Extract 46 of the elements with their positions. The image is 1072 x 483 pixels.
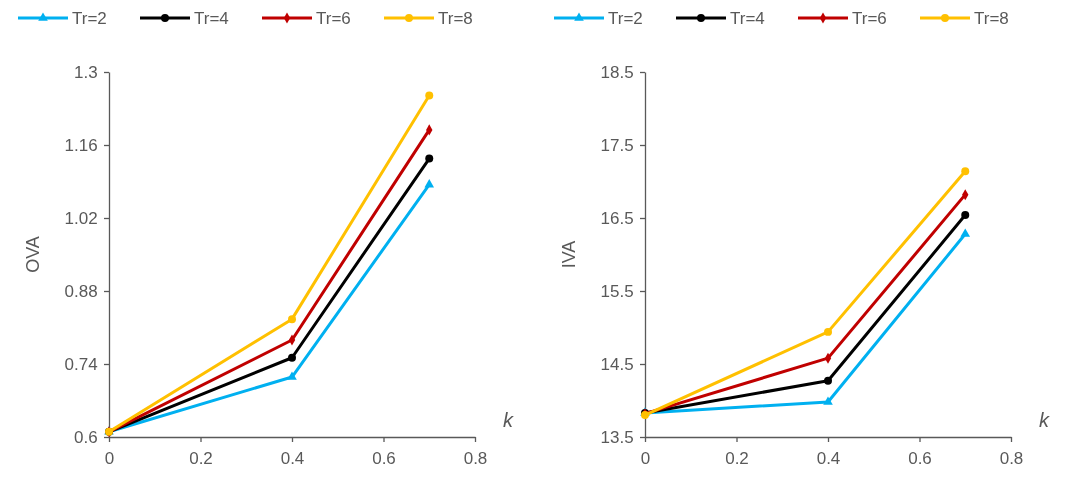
legend-label: Tr=8 <box>438 9 473 28</box>
legend-label: Tr=4 <box>194 9 229 28</box>
point <box>824 376 832 385</box>
point <box>288 315 296 324</box>
point <box>823 396 833 405</box>
x-tick-label: 0.8 <box>999 448 1024 468</box>
x-axis-title: k <box>503 409 514 431</box>
x-tick-label: 0.6 <box>372 448 396 468</box>
x-tick-label: 0.2 <box>725 448 749 468</box>
x-tick-label: 0.8 <box>463 448 488 468</box>
point <box>961 211 970 220</box>
y-axis-title: OVA <box>23 236 43 273</box>
point <box>961 167 970 176</box>
y-tick-label: 14.5 <box>600 354 634 374</box>
x-tick-label: 0 <box>104 448 115 468</box>
point <box>960 228 971 237</box>
point <box>824 327 832 336</box>
y-tick-label: 1.16 <box>64 135 98 155</box>
y-tick-label: 0.88 <box>64 281 98 301</box>
x-tick-label: 0.2 <box>189 448 213 468</box>
legend-label: Tr=4 <box>730 9 765 28</box>
y-tick-label: 16.5 <box>600 208 634 228</box>
legend-label: Tr=6 <box>852 9 887 28</box>
y-tick-label: 17.5 <box>600 135 634 155</box>
point <box>287 371 297 380</box>
y-tick-label: 15.5 <box>600 281 634 301</box>
point <box>288 353 296 362</box>
x-tick-label: 0.4 <box>816 448 841 468</box>
y-tick-label: 0.6 <box>73 427 98 447</box>
point <box>425 154 434 163</box>
legend-label: Tr=6 <box>316 9 351 28</box>
y-tick-label: 0.74 <box>64 354 98 374</box>
x-axis-title: k <box>1039 409 1050 431</box>
legend-label: Tr=8 <box>974 9 1009 28</box>
x-tick-label: 0.6 <box>908 448 932 468</box>
y-axis-title: IVA <box>559 240 579 269</box>
legend-label: Tr=2 <box>72 9 107 28</box>
point <box>425 91 434 100</box>
x-tick-label: 0 <box>640 448 651 468</box>
point <box>424 179 435 188</box>
y-tick-label: 1.02 <box>64 208 98 228</box>
legend-label: Tr=2 <box>608 9 643 28</box>
y-tick-label: 13.5 <box>600 427 634 447</box>
y-tick-label: 18.5 <box>600 62 634 82</box>
y-tick-label: 1.3 <box>73 62 98 82</box>
x-tick-label: 0.4 <box>280 448 305 468</box>
